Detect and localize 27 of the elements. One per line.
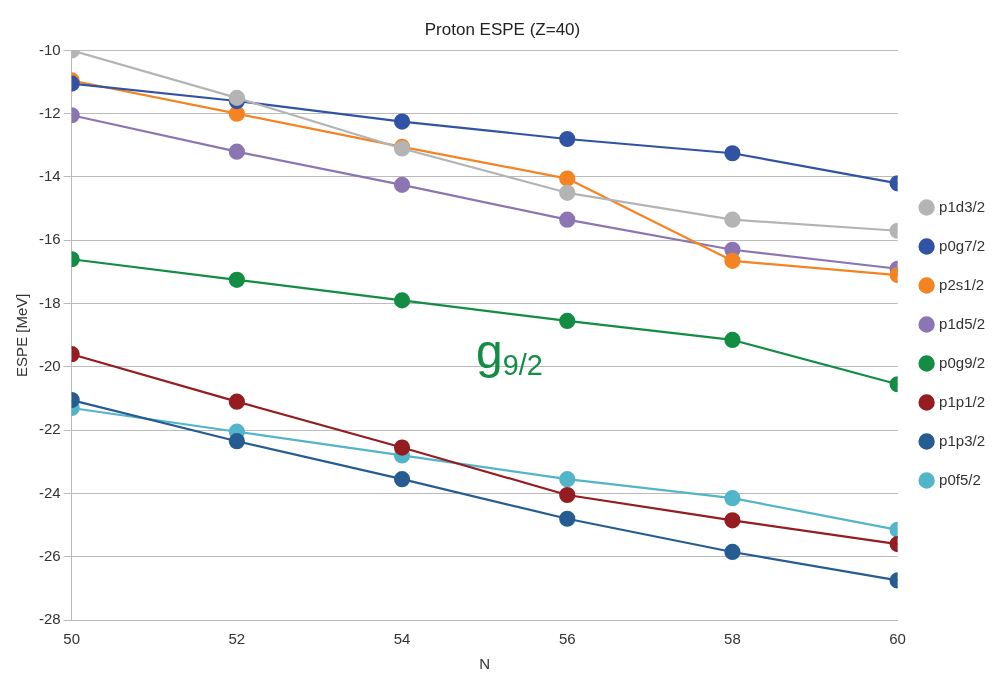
legend-label: p0g9/2	[939, 353, 986, 371]
x-tick-label: 52	[228, 630, 246, 648]
legend-label: p2s1/2	[939, 275, 985, 293]
y-tick-label: -28	[38, 610, 61, 628]
y-tick-label: -12	[38, 103, 61, 121]
y-tick-label: -10	[38, 40, 61, 58]
legend-label: p0f5/2	[939, 470, 981, 488]
legend-label: p0g7/2	[939, 236, 986, 254]
x-tick-label: 54	[393, 630, 411, 648]
y-tick-label: -14	[38, 167, 61, 185]
x-axis-title: N	[479, 655, 491, 673]
chart-title: Proton ESPE (Z=40)	[424, 19, 581, 39]
y-tick-label: -16	[38, 230, 61, 248]
y-tick-label: -24	[38, 483, 61, 501]
legend-label: p1d5/2	[939, 314, 986, 332]
legend-label: p1d3/2	[939, 197, 986, 215]
x-tick-label: 60	[889, 630, 906, 648]
y-tick-label: -22	[38, 420, 61, 438]
legend-label: p1p3/2	[939, 431, 986, 449]
legend-label: p1p1/2	[939, 392, 986, 410]
y-tick-label: -26	[38, 546, 61, 564]
y-tick-label: -20	[38, 356, 61, 374]
y-axis-title: ESPE [MeV]	[13, 293, 31, 377]
x-tick-label: 58	[724, 630, 741, 648]
x-tick-label: 56	[558, 630, 576, 648]
y-tick-label: -18	[38, 293, 61, 311]
x-tick-label: 50	[63, 630, 81, 648]
